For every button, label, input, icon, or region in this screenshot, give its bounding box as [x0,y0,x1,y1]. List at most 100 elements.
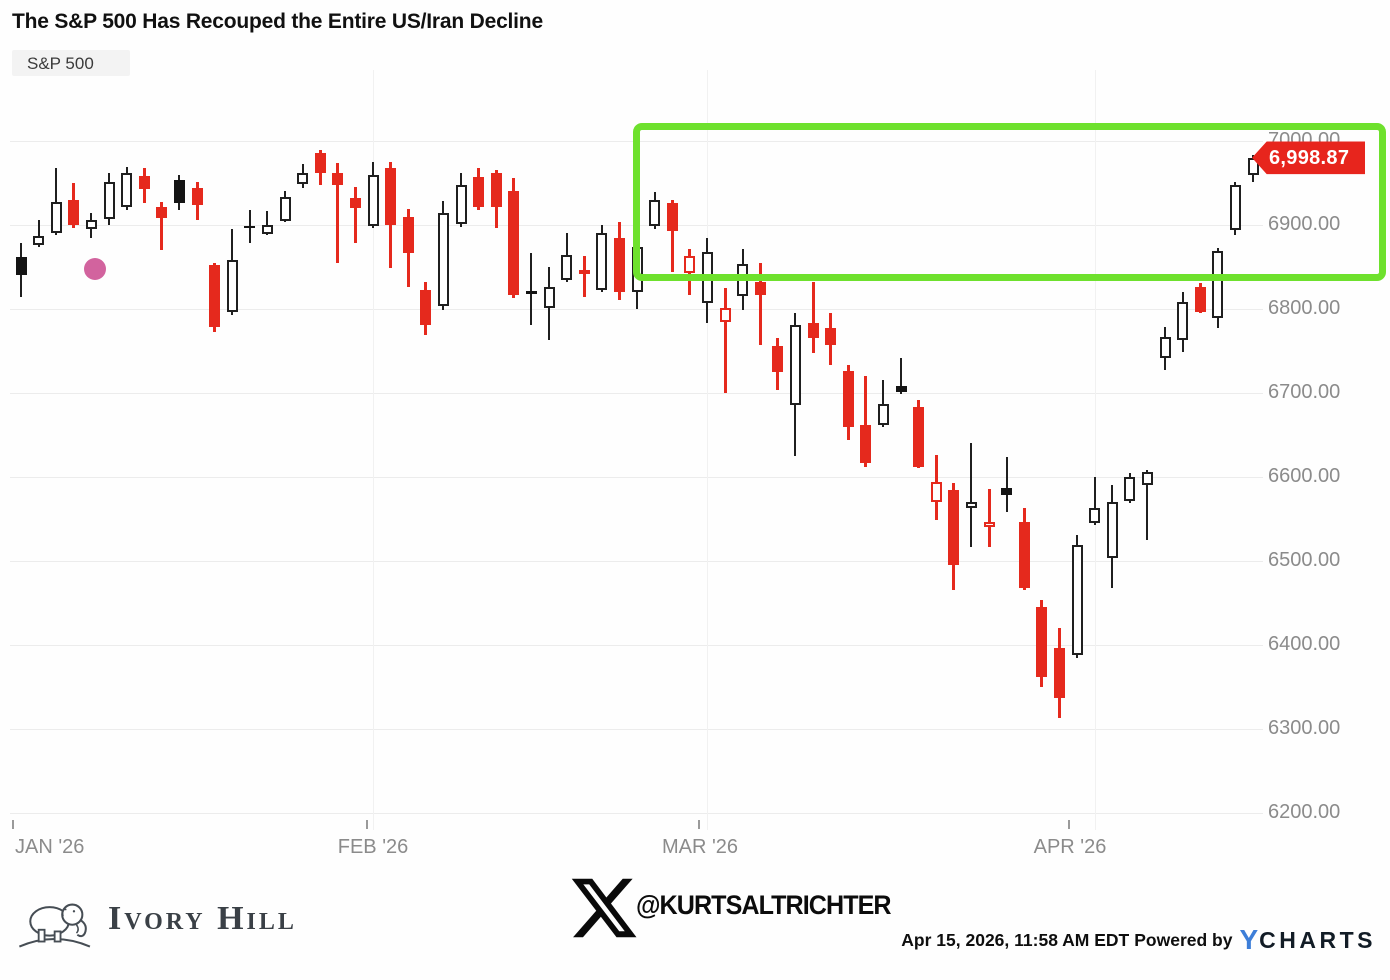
ivory-hill-elephant-logo [18,903,91,948]
candle-body [1018,522,1030,588]
x-axis-tick [366,820,368,829]
ycharts-logo: Y CHARTS [1239,926,1376,954]
candle-body [913,407,925,467]
gridline-horizontal [10,476,1263,478]
candle-body [15,256,27,276]
attribution-row: Apr 15, 2026, 11:58 AM EDT Powered by Y … [901,926,1376,954]
candle-wick [864,376,868,467]
x-twitter-icon [571,878,637,938]
candle-body [455,184,467,225]
candle-body [314,152,326,173]
candle-body [613,237,625,293]
candle-body [367,174,379,226]
y-axis-label: 6800.00 [1268,297,1341,319]
highlight-box-annotation [633,123,1386,282]
last-price-tag: 6,998.87 [1252,141,1365,175]
candle-body [50,202,62,234]
candle-body [895,386,907,393]
candle-body [525,291,537,294]
candle-wick [723,288,727,393]
candle-wick [670,199,674,273]
candle-body [1159,336,1171,358]
gridline-horizontal [10,644,1263,646]
candle-body [261,225,273,235]
candle-body [719,308,731,322]
candle-wick [811,282,815,353]
candle-body [965,502,977,509]
candle-body [842,371,854,427]
candle-body [332,172,344,185]
x-axis-label: APR '26 [1033,836,1107,858]
candle-body [1177,302,1189,341]
candle-body [807,323,819,338]
candle-body [85,219,97,230]
candle-body [279,197,291,221]
candle-body [666,203,678,231]
x-axis-label: MAR '26 [661,836,739,858]
candle-body [138,176,150,189]
gridline-vertical [707,70,708,830]
dot-annotation [83,257,106,280]
ivory-hill-wordmark: Ivory Hill [108,900,297,937]
candle-body [561,255,573,280]
candle-body [596,232,608,290]
candle-body [1053,648,1065,698]
candle-body [983,522,995,527]
series-legend-label: S&P 500 [27,54,94,73]
candle-body [385,167,397,225]
candle-body [297,172,309,184]
candle-body [789,324,801,405]
x-axis-tick [12,820,14,829]
candle-body [825,328,837,346]
candle-body [349,198,361,209]
candle-body [1106,502,1118,558]
candle-body [473,177,485,208]
candle-wick [987,488,991,547]
y-axis-label: 6200.00 [1268,801,1341,823]
y-axis-label: 6400.00 [1268,633,1341,655]
candle-wick [1146,470,1149,540]
candle-body [156,207,168,219]
candle-wick [353,187,357,243]
candle-wick [758,262,762,346]
candle-wick [55,167,58,236]
candle-body [754,282,766,295]
x-axis-tick [1068,820,1070,829]
candle-body [121,172,133,208]
candle-body [1194,287,1206,313]
candle-body [402,216,414,253]
candle-body [877,403,889,425]
candle-body [1089,508,1101,524]
candle-body [191,188,203,205]
candle-body [437,213,449,306]
gridline-horizontal [10,392,1263,394]
candle-wick [160,202,164,251]
candle-wick [1005,456,1008,513]
candle-body [684,256,696,273]
x-axis-label: JAN '26 [15,836,85,858]
y-axis-label: 6700.00 [1268,381,1341,403]
candle-wick [336,162,340,263]
page-title: The S&P 500 Has Recouped the Entire US/I… [12,10,543,33]
candle-wick [266,210,269,236]
candle-wick [530,252,533,325]
candle-wick [1093,477,1096,525]
y-axis-label: 6600.00 [1268,465,1341,487]
candle-body [578,269,590,274]
candle-body [103,182,115,220]
candle-wick [582,256,586,298]
candle-body [33,235,45,246]
candle-wick [37,219,40,247]
candle-body [1001,487,1013,495]
ycharts-wordmark: CHARTS [1259,926,1376,953]
candle-body [508,191,520,295]
candle-body [1071,545,1083,656]
candle-body [1036,607,1048,677]
twitter-handle: @KURTSALTRICHTER [636,890,892,920]
y-axis-label: 6900.00 [1268,213,1341,235]
candle-body [1229,184,1241,231]
series-legend-chip: S&P 500 [12,50,130,76]
candle-body [1124,477,1136,502]
candle-body [1212,251,1224,319]
candle-body [490,172,502,208]
